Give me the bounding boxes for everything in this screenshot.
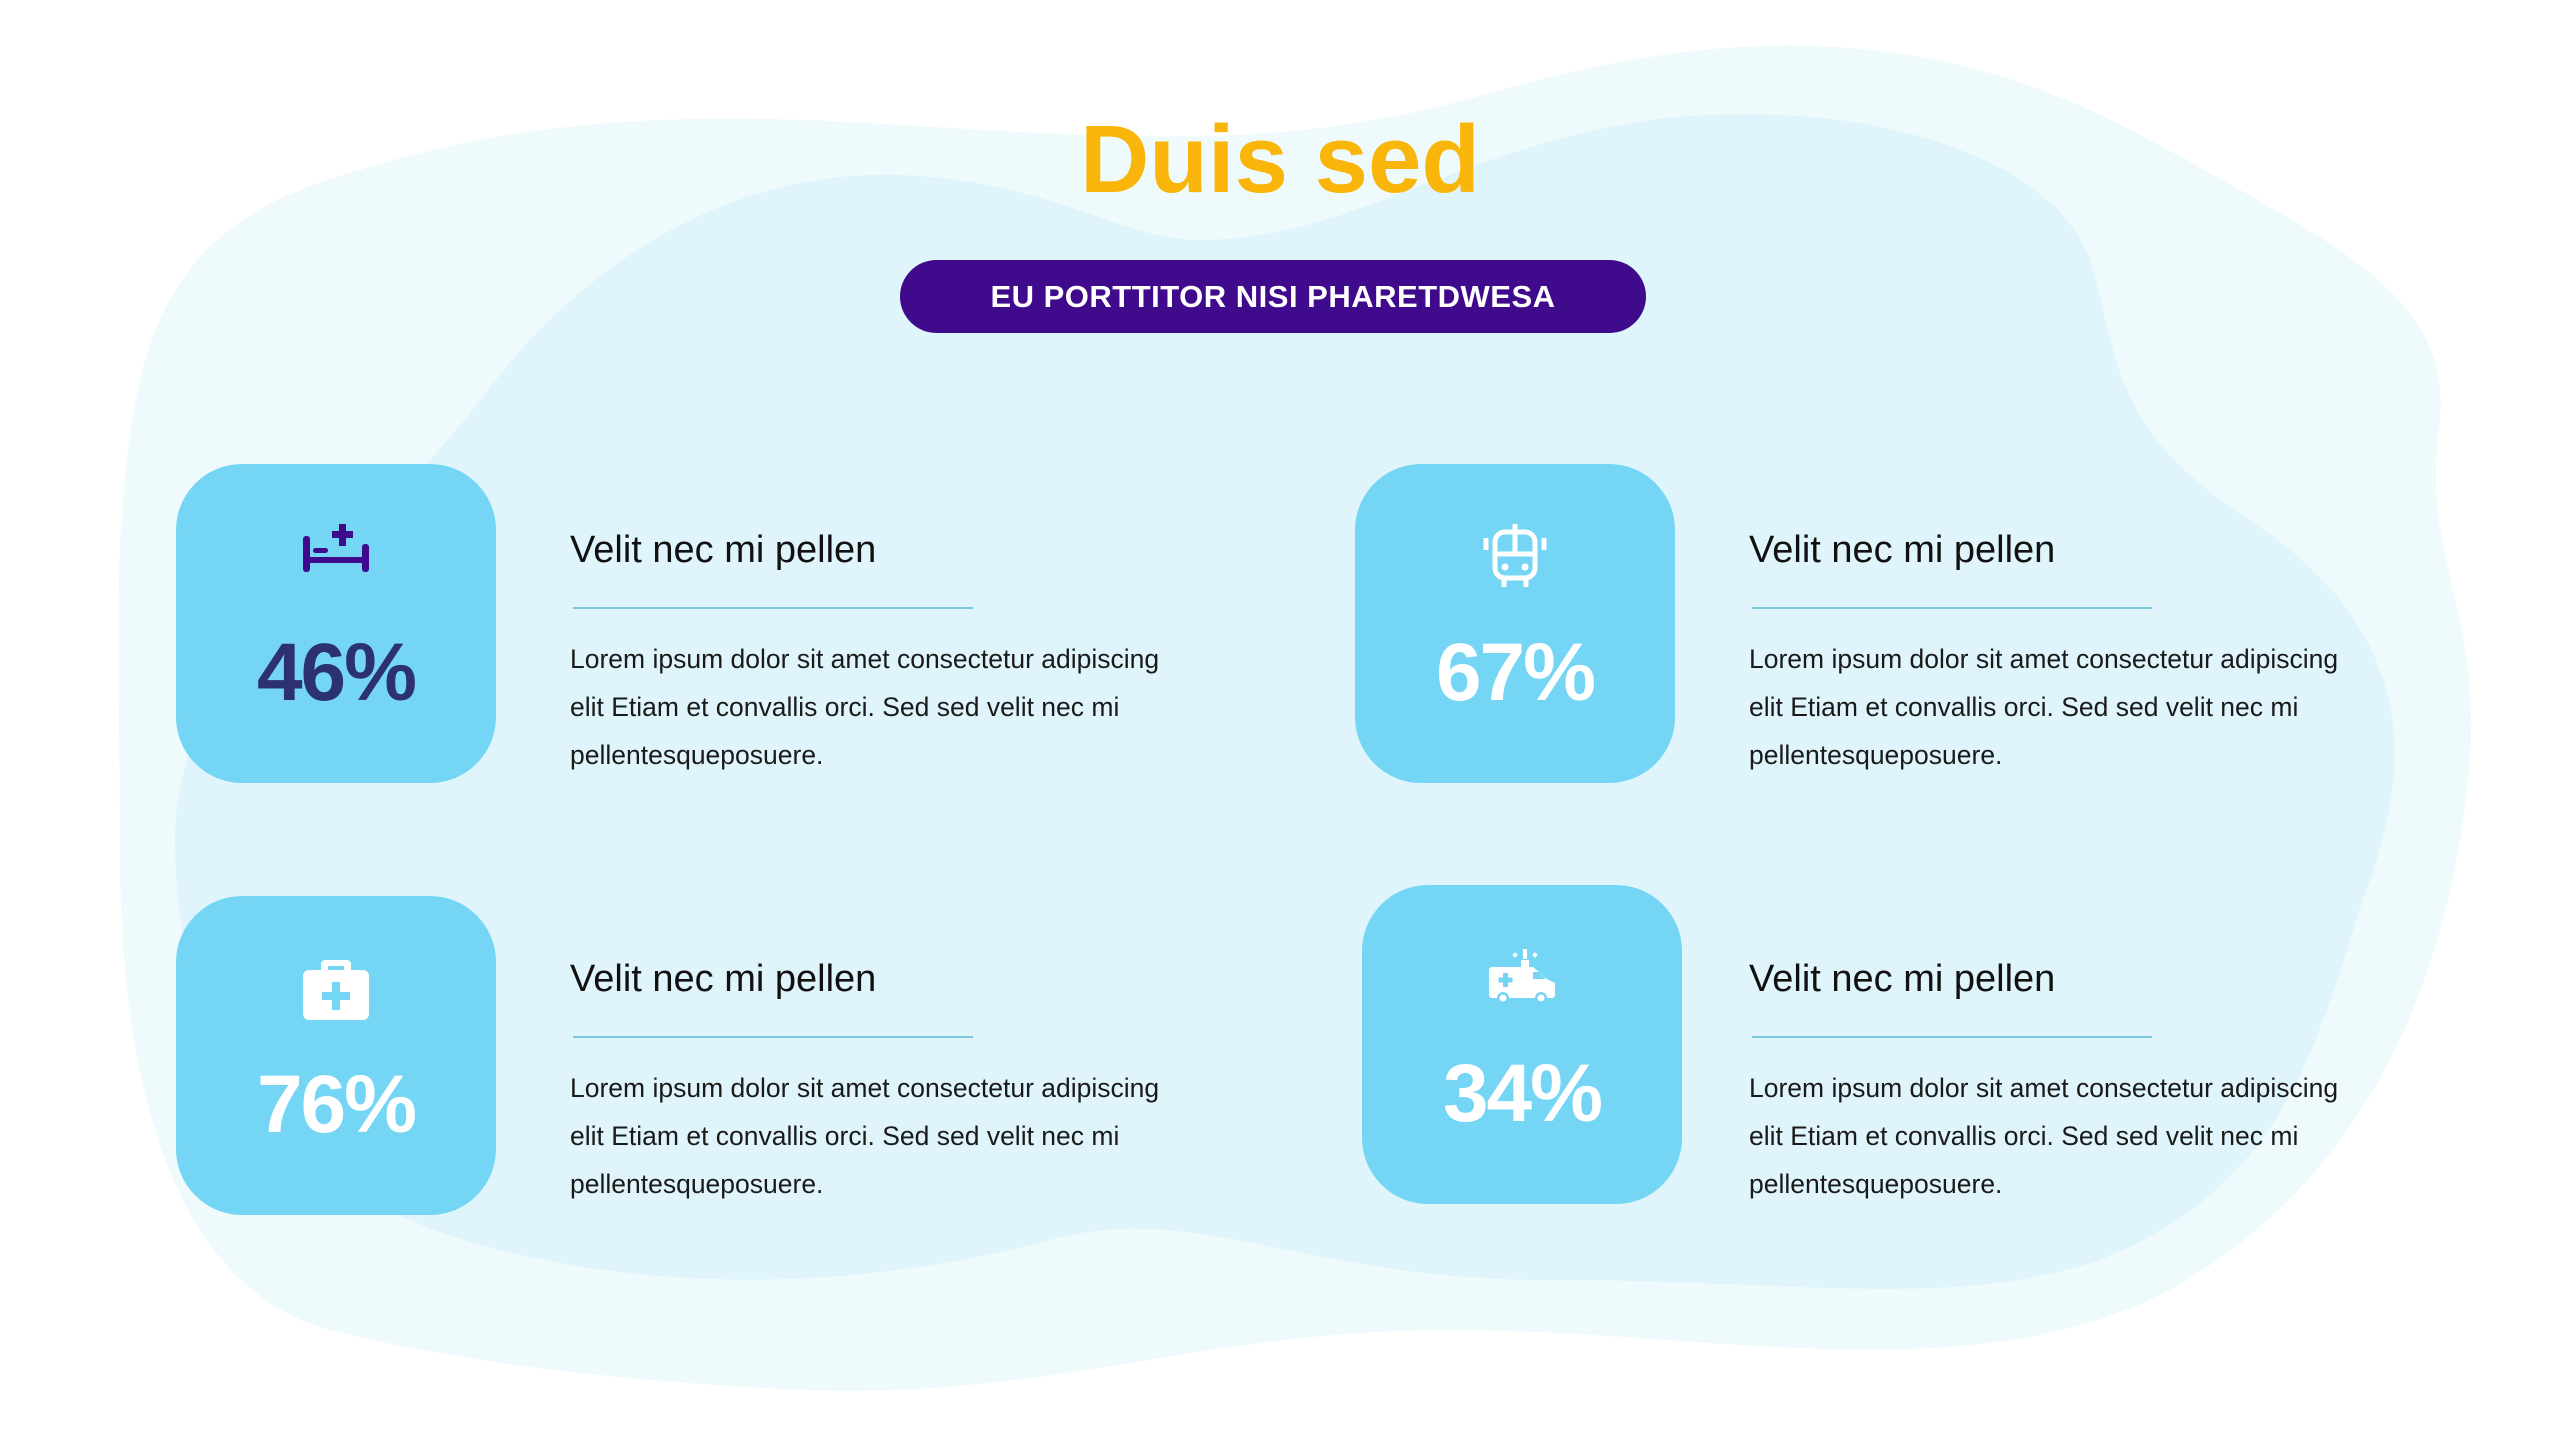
stat-body: Lorem ipsum dolor sit amet consectetur a… — [1749, 644, 2339, 770]
page-title: Duis sed — [1079, 106, 1481, 213]
stat-block: Velit nec mi pellen Lorem ipsum dolor si… — [1749, 529, 2369, 770]
stat-block: Velit nec mi pellen Lorem ipsum dolor si… — [570, 958, 1190, 1199]
divider — [1752, 1036, 2152, 1038]
stat-heading: Velit nec mi pellen — [570, 529, 877, 571]
ambulance-icon — [1362, 945, 1682, 1009]
first-aid-kit-icon — [176, 956, 496, 1020]
stat-heading: Velit nec mi pellen — [1749, 529, 2056, 571]
stat-body: Lorem ipsum dolor sit amet consectetur a… — [570, 644, 1160, 770]
stat-block: Velit nec mi pellen Lorem ipsum dolor si… — [1749, 958, 2369, 1199]
subtitle-pill: EU PORTTITOR NISI PHARETDWESA — [900, 260, 1646, 333]
divider — [573, 607, 973, 609]
stat-body: Lorem ipsum dolor sit amet consectetur a… — [570, 1073, 1160, 1199]
stat-percent: 46% — [256, 627, 417, 718]
divider — [1752, 607, 2152, 609]
stat-percent: 34% — [1442, 1048, 1603, 1139]
stat-heading: Velit nec mi pellen — [1749, 958, 2056, 1000]
stat-card-bed: 46% — [176, 464, 496, 783]
hospital-bed-icon — [176, 524, 496, 588]
bus-icon — [1355, 524, 1675, 588]
stat-block: Velit nec mi pellen Lorem ipsum dolor si… — [570, 529, 1190, 770]
stat-body: Lorem ipsum dolor sit amet consectetur a… — [1749, 1073, 2339, 1199]
stat-card-ambulance: 34% — [1362, 885, 1682, 1204]
stat-percent: 76% — [256, 1059, 417, 1150]
stat-heading: Velit nec mi pellen — [570, 958, 877, 1000]
stat-card-first-aid: 76% — [176, 896, 496, 1215]
divider — [573, 1036, 973, 1038]
stat-percent: 67% — [1435, 627, 1596, 718]
stat-card-bus: 67% — [1355, 464, 1675, 783]
inner-blob — [174, 114, 2395, 1289]
